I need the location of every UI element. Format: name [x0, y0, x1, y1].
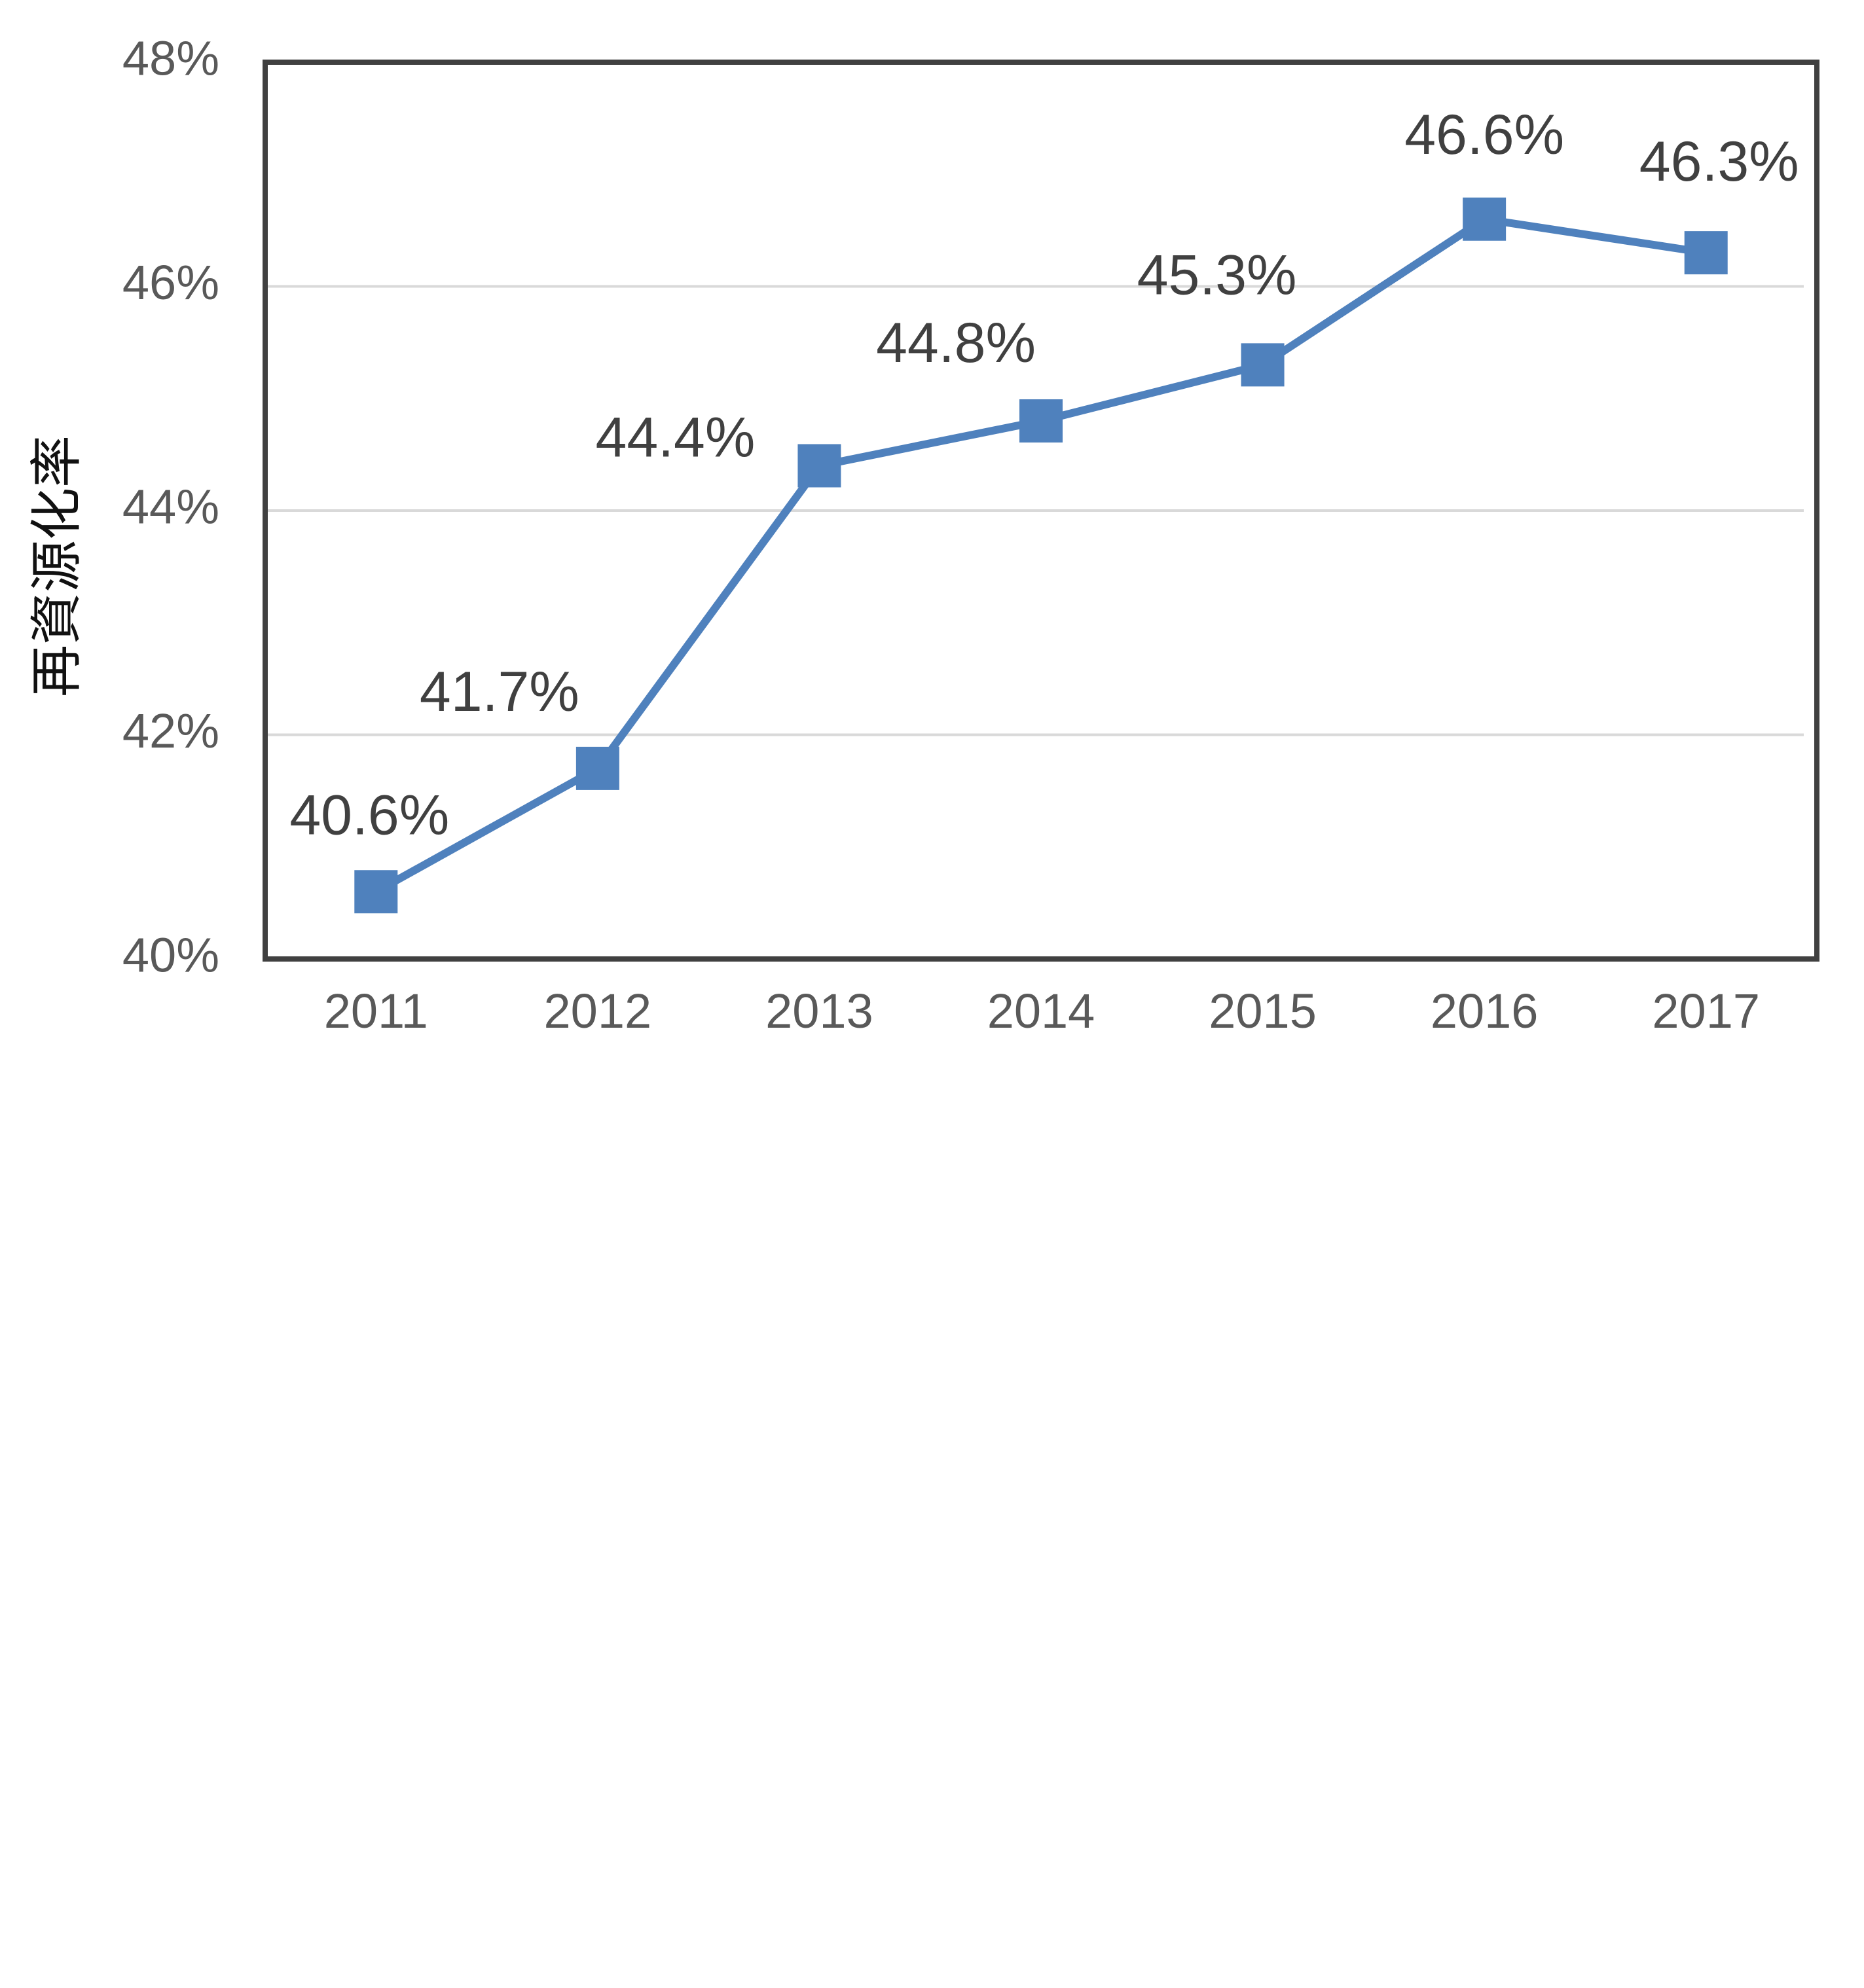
y-tick-label: 46%	[122, 255, 219, 310]
y-tick-label: 44%	[122, 480, 219, 534]
x-tick-label: 2017	[1652, 984, 1760, 1038]
series-markers	[354, 197, 1728, 914]
data-label: 40.6%	[289, 784, 449, 846]
y-axis-title: 再資源化率	[26, 435, 87, 697]
data-point-marker	[1684, 231, 1728, 275]
x-axis-ticks: 2011 2012 2013 2014 2015 2016 2017	[324, 984, 1760, 1038]
plot-frame	[263, 60, 1819, 962]
data-point-marker	[576, 746, 619, 790]
y-tick-label: 42%	[122, 704, 219, 758]
data-point-marker	[1241, 343, 1285, 387]
data-label: 46.3%	[1639, 130, 1799, 193]
series-line	[372, 215, 1710, 896]
data-point-marker	[354, 870, 398, 914]
x-tick-label: 2015	[1209, 984, 1317, 1038]
data-point-marker	[797, 444, 841, 488]
x-tick-label: 2014	[987, 984, 1095, 1038]
y-axis-ticks: 40% 42% 44% 46% 48%	[122, 31, 219, 983]
data-label: 41.7%	[420, 660, 579, 723]
x-tick-label: 2016	[1431, 984, 1539, 1038]
x-tick-label: 2011	[324, 984, 428, 1038]
y-tick-label: 48%	[122, 31, 219, 86]
data-point-marker	[1463, 197, 1507, 241]
grid-lines	[265, 285, 1804, 736]
data-label: 46.6%	[1404, 103, 1564, 166]
data-label: 45.3%	[1137, 244, 1297, 306]
data-label: 44.8%	[876, 312, 1036, 374]
data-point-marker	[1019, 399, 1063, 443]
x-tick-label: 2013	[765, 984, 873, 1038]
y-tick-label: 40%	[122, 928, 219, 983]
x-tick-label: 2012	[544, 984, 652, 1038]
data-labels: 40.6% 41.7% 44.4% 44.8% 45.3% 46.6% 46.3%	[289, 103, 1799, 847]
data-label: 44.4%	[595, 407, 755, 469]
